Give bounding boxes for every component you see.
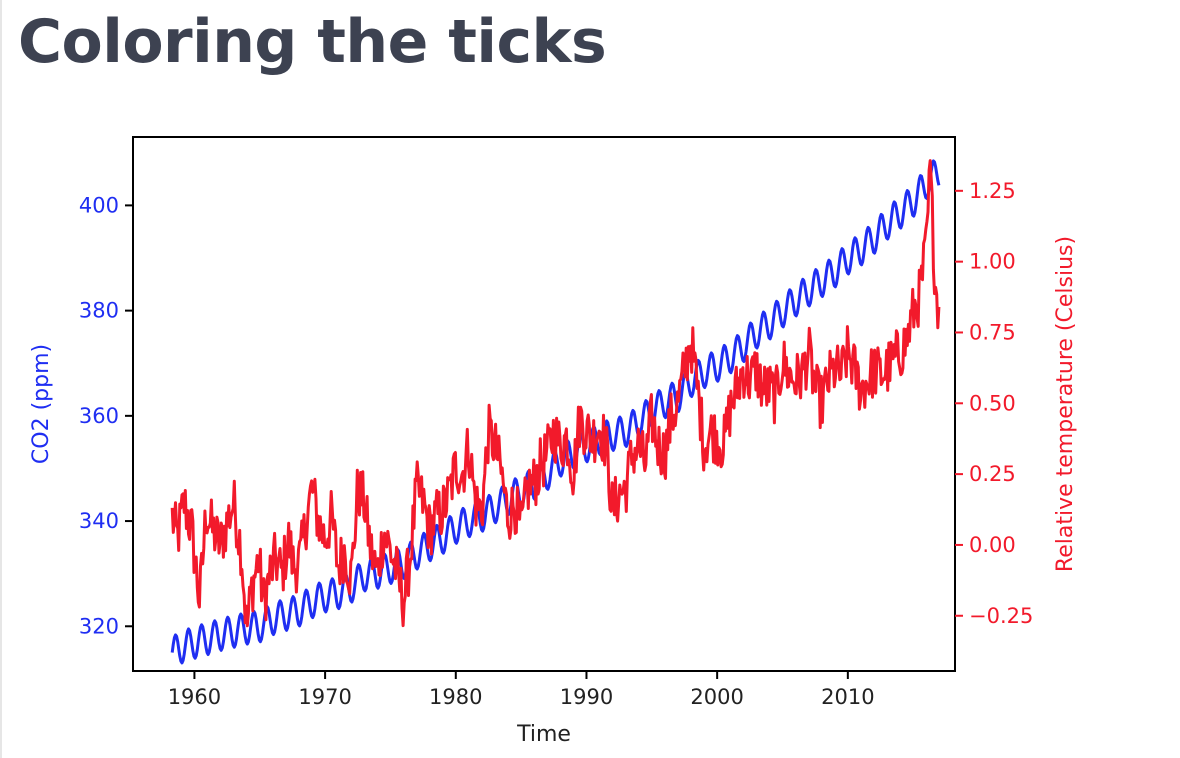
y-tick-label: 340 (79, 509, 119, 533)
y2-tick-label: 1.25 (969, 179, 1016, 203)
x-axis-label: Time (516, 722, 571, 747)
x-tick-label: 2000 (690, 685, 743, 709)
y2-tick-label: 0.00 (969, 533, 1016, 557)
series-layer (170, 159, 941, 665)
x-tick-label: 1970 (298, 685, 351, 709)
y2-tick-label: 0.75 (969, 320, 1016, 344)
plot-frame (132, 136, 956, 672)
x-axis: 1960 1970 1980 1990 2000 2010 (168, 671, 875, 709)
x-tick-label: 1990 (560, 685, 613, 709)
x-tick-label: 1960 (168, 685, 221, 709)
slide-title: Coloring the ticks (18, 7, 607, 77)
temperature-series-line (170, 159, 941, 628)
y2-tick-label: −0.25 (969, 604, 1033, 628)
y-tick-label: 320 (79, 614, 119, 638)
y-tick-label: 380 (79, 299, 119, 323)
y2-tick-label: 0.25 (969, 462, 1016, 486)
y-tick-label: 360 (79, 404, 119, 428)
y2-tick-label: 1.00 (969, 250, 1016, 274)
y-axis-label-left: CO2 (ppm) (29, 344, 54, 464)
y-axis-right: −0.25 0.00 0.25 0.50 0.75 1.00 1.25 (955, 179, 1033, 628)
left-border (0, 0, 2, 758)
x-tick-label: 2010 (821, 685, 874, 709)
x-tick-label: 1980 (429, 685, 482, 709)
y-tick-label: 400 (79, 193, 119, 217)
y2-tick-label: 0.50 (969, 391, 1016, 415)
y-axis-label-right: Relative temperature (Celsius) (1053, 236, 1078, 572)
y-axis-left: 320 340 360 380 400 (79, 193, 133, 638)
